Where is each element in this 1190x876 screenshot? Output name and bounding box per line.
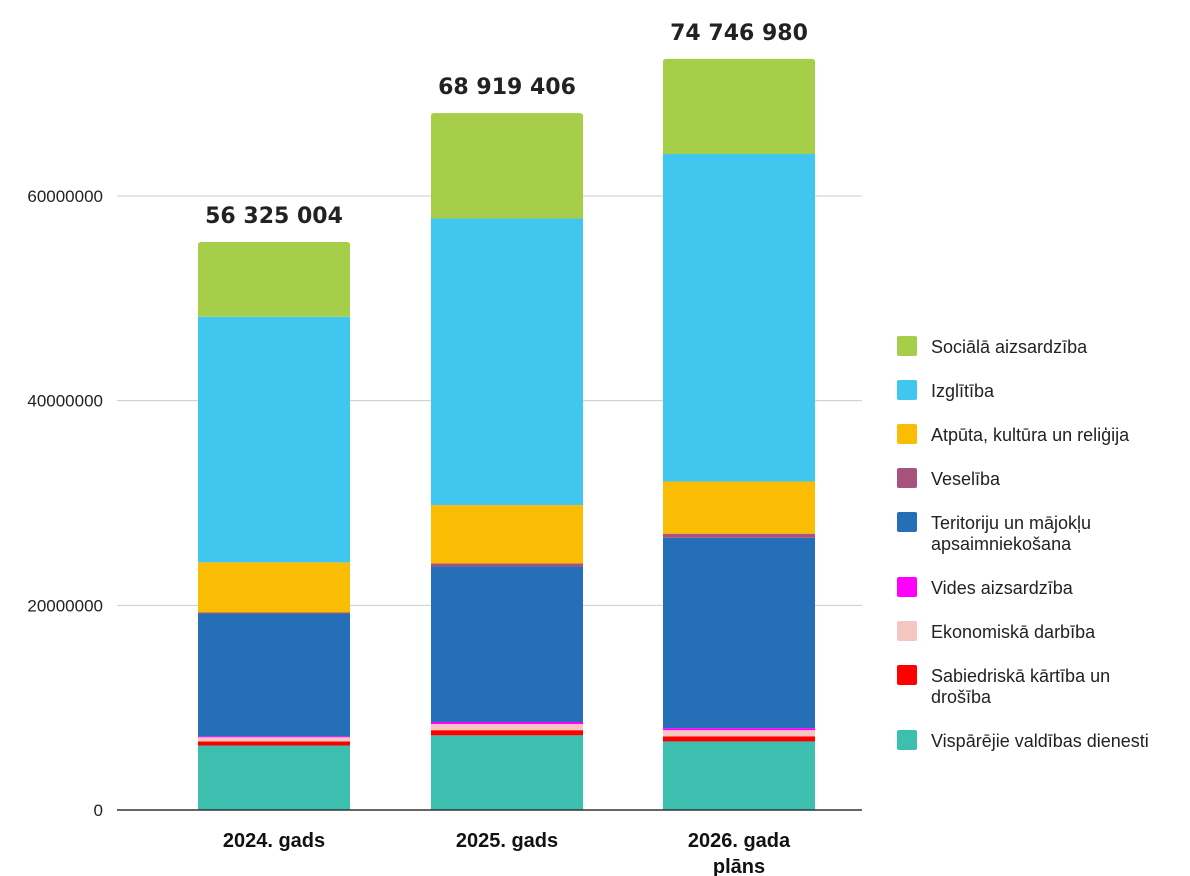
bar-segment [663,481,815,534]
legend-swatch [897,424,917,444]
bar-segment [198,562,350,613]
legend-swatch [897,577,917,597]
x-tick-label: 2025. gads [456,830,558,852]
bar-segment [198,316,350,563]
legend-swatch [897,621,917,641]
bar-segment [198,242,350,317]
bar-segment [198,613,350,737]
bar-segment [663,741,815,810]
legend-swatch [897,336,917,356]
legend-label: Teritoriju un mājokļu apsaimniekošana [931,513,1091,554]
bar-segment [663,154,815,482]
legend-swatch [897,730,917,750]
total-label: 56 325 004 [205,204,343,229]
bar-segment [431,730,583,736]
legend-label: Atpūta, kultūra un reliģija [931,425,1130,445]
y-tick-label: 0 [94,801,103,820]
legend-swatch [897,665,917,685]
legend-swatch [897,380,917,400]
legend-label: Sociālā aizsardzība [931,337,1088,357]
legend-swatch [897,468,917,488]
bar-segment [431,724,583,731]
legend-swatch [897,512,917,532]
bar-segment [431,735,583,810]
bar-segment [431,218,583,506]
y-tick-label: 20000000 [27,596,103,615]
x-tick-label: 2026. gada plāns [688,830,791,876]
bar-segment [431,566,583,722]
bar-segment [198,741,350,746]
legend-label: Vispārējie valdības dienesti [931,731,1149,751]
bar-segment [431,563,583,567]
legend-label: Izglītība [931,381,995,401]
bar-segment [663,730,815,737]
legend-label: Veselība [931,469,1001,489]
bar-segment [663,728,815,731]
legend-label: Sabiedriskā kārtība un drošība [931,666,1110,707]
legend-label: Vides aizsardzība [931,578,1074,598]
x-tick-label: 2024. gads [223,830,325,852]
y-tick-label: 60000000 [27,187,103,206]
bar-segment [431,113,583,219]
total-label: 74 746 980 [670,21,808,46]
bar-segment [431,721,583,725]
bar-segment [198,737,350,742]
bar-segment [663,736,815,742]
bar-segment [198,612,350,614]
total-label: 68 919 406 [438,75,576,100]
y-tick-label: 40000000 [27,392,103,411]
bar-segment [198,736,350,738]
legend-label: Ekonomiskā darbība [931,622,1096,642]
bar-segment [198,745,350,810]
bar-segment [431,505,583,564]
bar-segment [663,58,815,155]
bar-segment [663,533,815,538]
bar-segment [663,537,815,729]
